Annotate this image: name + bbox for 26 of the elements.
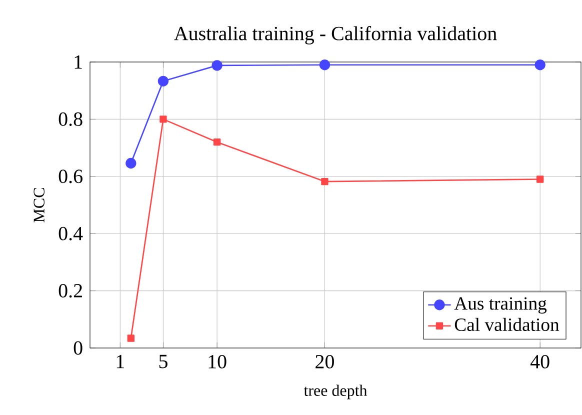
point bbox=[158, 76, 169, 86]
chart-title: Australia training - California validation bbox=[174, 26, 497, 44]
x-tick-label: 5 bbox=[159, 354, 168, 368]
point bbox=[160, 116, 167, 123]
legend-label: Aus training bbox=[454, 297, 547, 314]
point bbox=[321, 178, 328, 186]
point bbox=[319, 60, 330, 70]
y-axis-title: MCC bbox=[34, 188, 44, 222]
point bbox=[213, 138, 221, 146]
y-tick-label: 1 bbox=[74, 55, 82, 69]
y-tick-label: 0 bbox=[74, 341, 82, 355]
point bbox=[536, 176, 544, 183]
x-axis-title: tree depth bbox=[304, 384, 368, 400]
x-tick-label: 10 bbox=[208, 354, 226, 368]
y-tick-label: 0.8 bbox=[58, 112, 82, 126]
y-tick-label: 0.6 bbox=[58, 170, 82, 184]
legend-label: Cal validation bbox=[454, 318, 560, 332]
point bbox=[212, 60, 222, 71]
x-tick-label: 40 bbox=[530, 354, 550, 368]
y-tick-label: 0.2 bbox=[58, 284, 82, 298]
point bbox=[127, 334, 135, 342]
y-tick-label: 0.4 bbox=[58, 226, 83, 240]
x-tick-label: 20 bbox=[316, 354, 334, 368]
x-tick-label: 1 bbox=[116, 354, 124, 368]
point bbox=[534, 60, 546, 70]
point bbox=[126, 158, 136, 169]
